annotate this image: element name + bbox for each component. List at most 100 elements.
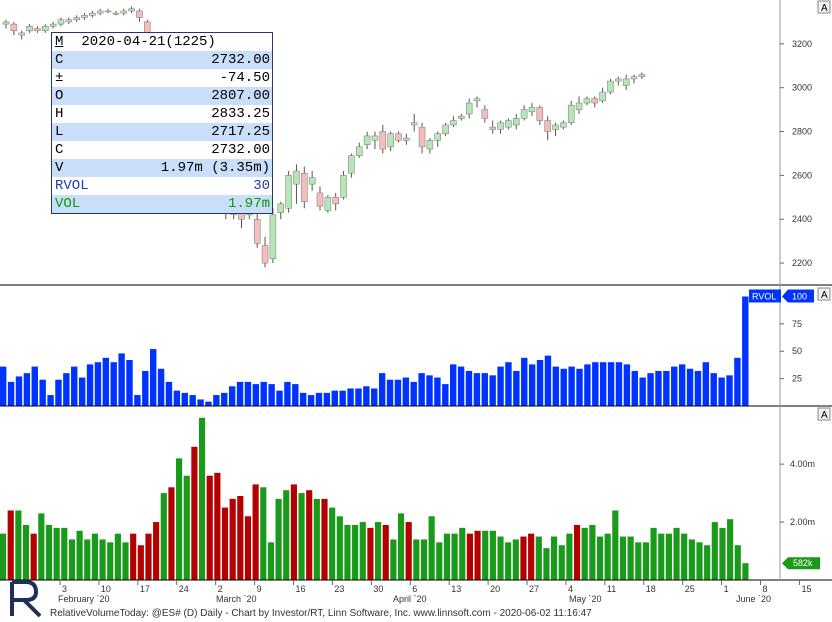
price-tick-label: 3200 xyxy=(792,39,812,49)
rvol-bar xyxy=(694,370,702,406)
data-window-header-key: M xyxy=(55,34,64,50)
logo-icon xyxy=(10,580,42,618)
volume-bar xyxy=(145,533,152,580)
data-key: V xyxy=(55,160,64,176)
rvol-bar xyxy=(528,364,536,406)
volume-bar xyxy=(344,524,351,580)
volume-bar xyxy=(489,530,496,580)
rvol-bar xyxy=(639,377,646,406)
rvol-tick-label: 75 xyxy=(792,319,802,329)
data-row-open: O 2807.00 xyxy=(52,87,272,105)
panel-autoscale-button[interactable] xyxy=(817,0,831,14)
candle-body xyxy=(403,137,410,141)
rvol-bar xyxy=(544,355,552,406)
candle-body xyxy=(434,133,441,141)
rvol-bar xyxy=(600,362,607,406)
volume-bar xyxy=(130,533,137,580)
data-value: 2732.00 xyxy=(211,52,270,68)
candle-body xyxy=(261,245,269,264)
rvol-bar xyxy=(126,360,133,406)
data-key: RVOL xyxy=(55,178,89,194)
volume-bar xyxy=(566,533,573,580)
rvol-bar xyxy=(418,373,425,406)
candle-body xyxy=(104,10,112,13)
volume-bar xyxy=(329,507,336,580)
rvol-bar xyxy=(63,373,70,406)
date-tick-label: 1 xyxy=(724,584,729,594)
volume-bar xyxy=(466,533,473,580)
volume-bar xyxy=(244,516,252,580)
volume-bar xyxy=(551,536,558,580)
rvol-value-tag-text: 100 xyxy=(792,291,807,301)
volume-bar xyxy=(313,498,320,580)
data-row-high: H 2833.25 xyxy=(52,105,272,123)
volume-bar xyxy=(76,530,83,580)
rvol-bar xyxy=(623,364,631,406)
rvol-bar xyxy=(481,373,488,406)
volume-bar xyxy=(443,533,451,580)
data-value: 2717.25 xyxy=(211,124,270,140)
rvol-bar xyxy=(513,370,520,406)
date-tick-label: 13 xyxy=(451,584,461,594)
rvol-bar xyxy=(552,366,560,406)
date-tick-label: 10 xyxy=(101,584,111,594)
rvol-bar xyxy=(71,366,78,406)
candle-body xyxy=(481,109,489,119)
panel-autoscale-button[interactable] xyxy=(817,287,831,301)
candle-body xyxy=(497,122,504,130)
candle-body xyxy=(371,135,379,141)
candle-body xyxy=(591,98,598,104)
panel-buttons[interactable]: A A A xyxy=(817,0,831,421)
panel-autoscale-button-label: A xyxy=(821,290,828,301)
rvol-bar xyxy=(536,360,544,406)
rvol-bar xyxy=(394,379,402,406)
candle-body xyxy=(269,214,277,259)
data-row-close: C 2732.00 xyxy=(52,51,272,69)
volume-bar xyxy=(45,524,53,580)
candle-body xyxy=(458,115,465,119)
data-key: H xyxy=(55,106,64,122)
rvol-bar xyxy=(15,376,23,406)
volume-bar xyxy=(719,527,726,580)
candle-body xyxy=(567,104,575,124)
data-row-vol: VOL 1.97m xyxy=(52,195,272,213)
panel-autoscale-button[interactable] xyxy=(817,407,831,421)
candle-body xyxy=(57,19,65,25)
volume-bar xyxy=(84,539,91,580)
candle-body xyxy=(26,26,33,31)
candle-body xyxy=(379,131,387,150)
rvol-bar xyxy=(276,390,283,406)
rvol-bar xyxy=(702,362,710,406)
volume-bar xyxy=(589,524,596,580)
price-tick-label: 2600 xyxy=(792,170,812,180)
volume-bar xyxy=(237,496,244,580)
volume-bar xyxy=(727,519,734,580)
rvol-bar xyxy=(734,357,741,406)
candle-body xyxy=(607,80,614,93)
volume-bar xyxy=(336,516,343,580)
candle-body xyxy=(544,120,551,132)
volume-bar xyxy=(306,490,313,580)
data-key: ± xyxy=(55,70,64,86)
rvol-tick-label: 50 xyxy=(792,346,802,356)
rvol-name-tag xyxy=(749,289,781,303)
rvol-bar xyxy=(118,353,125,406)
rvol-bar xyxy=(710,373,717,406)
rvol-bar xyxy=(434,377,441,406)
rvol-bar xyxy=(268,384,275,406)
rvol-bar xyxy=(718,377,725,406)
rvol-bar xyxy=(7,381,15,406)
volume-bar xyxy=(627,536,634,580)
volume-bar xyxy=(198,417,206,580)
volume-bar xyxy=(221,507,229,580)
volume-bar xyxy=(405,522,412,580)
candle-body xyxy=(638,74,646,77)
rvol-bar xyxy=(300,392,307,406)
candle-body xyxy=(128,8,135,12)
volume-bar xyxy=(260,487,267,580)
data-key: O xyxy=(55,88,64,104)
volume-bar xyxy=(160,493,167,580)
rvol-bar xyxy=(560,368,567,406)
